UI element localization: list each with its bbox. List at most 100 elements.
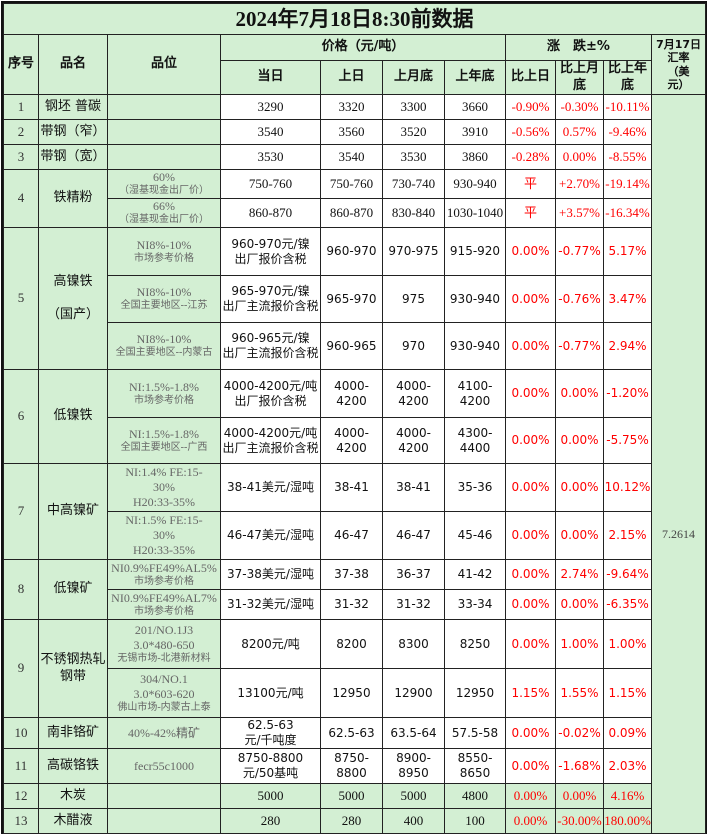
change-vs-year: -9.64%: [603, 559, 652, 590]
spec-main: 201/NO.1J3 3.0*480-650: [133, 622, 195, 652]
product-name: 带钢（宽）: [38, 144, 108, 170]
price-prev-day: 3540: [320, 144, 383, 170]
price-prev-year-end: 3860: [444, 144, 506, 170]
product-name: 低镍铁: [38, 369, 108, 464]
price-prev-day: 31-32: [320, 589, 383, 620]
change-vs-month: -0.76%: [555, 275, 604, 323]
spec-note: （湿基现金出厂价）: [119, 214, 209, 226]
price-prev-day: 8750-8800: [320, 748, 383, 784]
product-name: 高镍铁 （国产）: [38, 227, 108, 370]
row-number: 8: [3, 559, 39, 620]
product-spec: fecr55c1000: [107, 748, 221, 784]
price-prev-month-end: 5000: [382, 783, 445, 809]
product-spec: NI:1.5%-1.8% 市场参考价格: [107, 369, 221, 418]
change-vs-day: 0.00%: [505, 748, 556, 784]
product-spec: NI:1.5%-1.8% 全国主要地区--广西: [107, 417, 221, 464]
change-vs-day: 0.00%: [505, 417, 556, 464]
spec-main: NI:1.5% FE:15- 30% H20:33-35%: [125, 513, 203, 557]
change-vs-month: 0.00%: [555, 369, 604, 418]
price-prev-day: 46-47: [320, 511, 383, 560]
spec-main: NI8%-10%: [136, 285, 192, 300]
price-prev-day: 3560: [320, 119, 383, 145]
price-prev-year-end: 930-940: [444, 169, 506, 199]
product-spec: 304/NO.1 3.0*603-620 佛山市场-内蒙古上泰: [107, 668, 221, 718]
product-spec: [107, 808, 221, 834]
spec-note: 市场参考价格: [134, 394, 194, 406]
header-spec: 品位: [107, 34, 221, 95]
price-prev-month-end: 730-740: [382, 169, 445, 199]
change-vs-month: 2.74%: [555, 559, 604, 590]
product-name: 高碳铬铁: [38, 748, 108, 784]
spec-note: 市场参考价格: [134, 252, 194, 264]
price-today: 280: [220, 808, 321, 834]
row-number: 4: [3, 169, 39, 228]
table-row: 10 南非铬矿 40%-42%精矿 62.5-63 元/千吨度 62.5-63 63.5-…: [3, 717, 706, 749]
header-change-group: 涨 跌±%: [505, 34, 652, 61]
spec-main: NI8%-10%: [136, 237, 192, 252]
price-prev-year-end: 4800: [444, 783, 506, 809]
price-prev-month-end: 8300: [382, 619, 445, 669]
change-vs-year: -19.14%: [603, 169, 652, 199]
price-today: 960-965元/镍 出厂主流报价含税: [220, 322, 321, 370]
price-prev-year-end: 12950: [444, 668, 506, 718]
price-prev-month-end: 8900-8950: [382, 748, 445, 784]
price-today: 62.5-63 元/千吨度: [220, 717, 321, 749]
price-prev-day: 965-970: [320, 275, 383, 323]
change-vs-day: 0.00%: [505, 783, 556, 809]
change-vs-month: 0.00%: [555, 417, 604, 464]
row-number: 11: [3, 748, 39, 784]
price-prev-day: 3320: [320, 94, 383, 120]
row-number: 9: [3, 619, 39, 718]
header-prev-month-end: 上月底: [382, 60, 445, 95]
product-name: 木醋液: [38, 808, 108, 834]
header-price-group: 价格（元/吨）: [220, 34, 506, 61]
spec-main: NI0.9%FE49%AL7%: [111, 590, 217, 605]
price-today: 4000-4200元/吨 出厂主流报价含税: [220, 417, 321, 464]
table-row: NI0.9%FE49%AL7% 市场参考价格 31-32美元/湿吨 31-32 31-3…: [4, 589, 706, 620]
price-prev-year-end: 100: [444, 808, 506, 834]
change-vs-year: -10.11%: [603, 94, 652, 120]
spec-note: 市场参考价格: [134, 575, 194, 587]
table-row: NI8%-10% 全国主要地区--江苏 965-970元/镍 出厂主流报价含税 965…: [4, 275, 706, 323]
product-spec: NI0.9%FE49%AL5% 市场参考价格: [107, 559, 221, 590]
price-prev-month-end: 970-975: [382, 227, 445, 276]
spec-main: NI:1.4% FE:15- 30% H20:33-35%: [125, 465, 203, 509]
change-vs-year: 5.17%: [603, 227, 652, 276]
price-today: 965-970元/镍 出厂主流报价含税: [220, 275, 321, 323]
spec-note: 市场参考价格: [134, 605, 194, 617]
price-today: 46-47美元/湿吨: [220, 511, 321, 560]
table-body: 1 钢坯 普碳 3290 3320 3300 3660 -0.90% -0.30% -10.11…: [3, 94, 707, 834]
price-prev-year-end: 915-920: [444, 227, 506, 276]
product-spec: 40%-42%精矿: [107, 717, 221, 749]
price-prev-month-end: 3520: [382, 119, 445, 145]
spec-note: 佛山市场-内蒙古上泰: [117, 701, 211, 713]
spec-main: NI0.9%FE49%AL5%: [111, 560, 217, 575]
table-row: 66% （湿基现金出厂价） 860-870 860-870 830-840 1030-10…: [4, 198, 706, 228]
product-name: 钢坯 普碳: [38, 94, 108, 120]
header-today: 当日: [220, 60, 321, 95]
row-number: 1: [3, 94, 39, 120]
price-today: 8750-8800 元/50基吨: [220, 748, 321, 784]
product-spec: NI:1.4% FE:15- 30% H20:33-35%: [107, 463, 221, 512]
change-vs-day: 0.00%: [505, 589, 556, 620]
price-prev-month-end: 46-47: [382, 511, 445, 560]
price-today: 38-41美元/湿吨: [220, 463, 321, 512]
change-vs-year: 180.00%: [603, 808, 652, 834]
row-number: 12: [3, 783, 39, 809]
price-prev-month-end: 975: [382, 275, 445, 323]
table-row: 5 高镍铁 （国产） NI8%-10% 市场参考价格 960-970元/镍 出厂报价含税…: [3, 227, 706, 370]
product-name: 铁精粉: [38, 169, 108, 228]
row-number: 6: [3, 369, 39, 464]
spec-main: NI:1.5%-1.8%: [129, 426, 199, 441]
row-number: 10: [3, 717, 39, 749]
product-spec: 60% （湿基现金出厂价）: [107, 169, 221, 199]
change-vs-year: 2.03%: [603, 748, 652, 784]
change-vs-year: 1.00%: [603, 619, 652, 669]
spec-note: （湿基现金出厂价）: [119, 185, 209, 197]
table-row: 12 木炭 5000 5000 5000 4800 0.00% 0.00% 4.16%: [3, 783, 706, 809]
price-prev-day: 38-41: [320, 463, 383, 512]
price-prev-year-end: 4100-4200: [444, 369, 506, 418]
row-number: 5: [3, 227, 39, 370]
price-today: 3290: [220, 94, 321, 120]
